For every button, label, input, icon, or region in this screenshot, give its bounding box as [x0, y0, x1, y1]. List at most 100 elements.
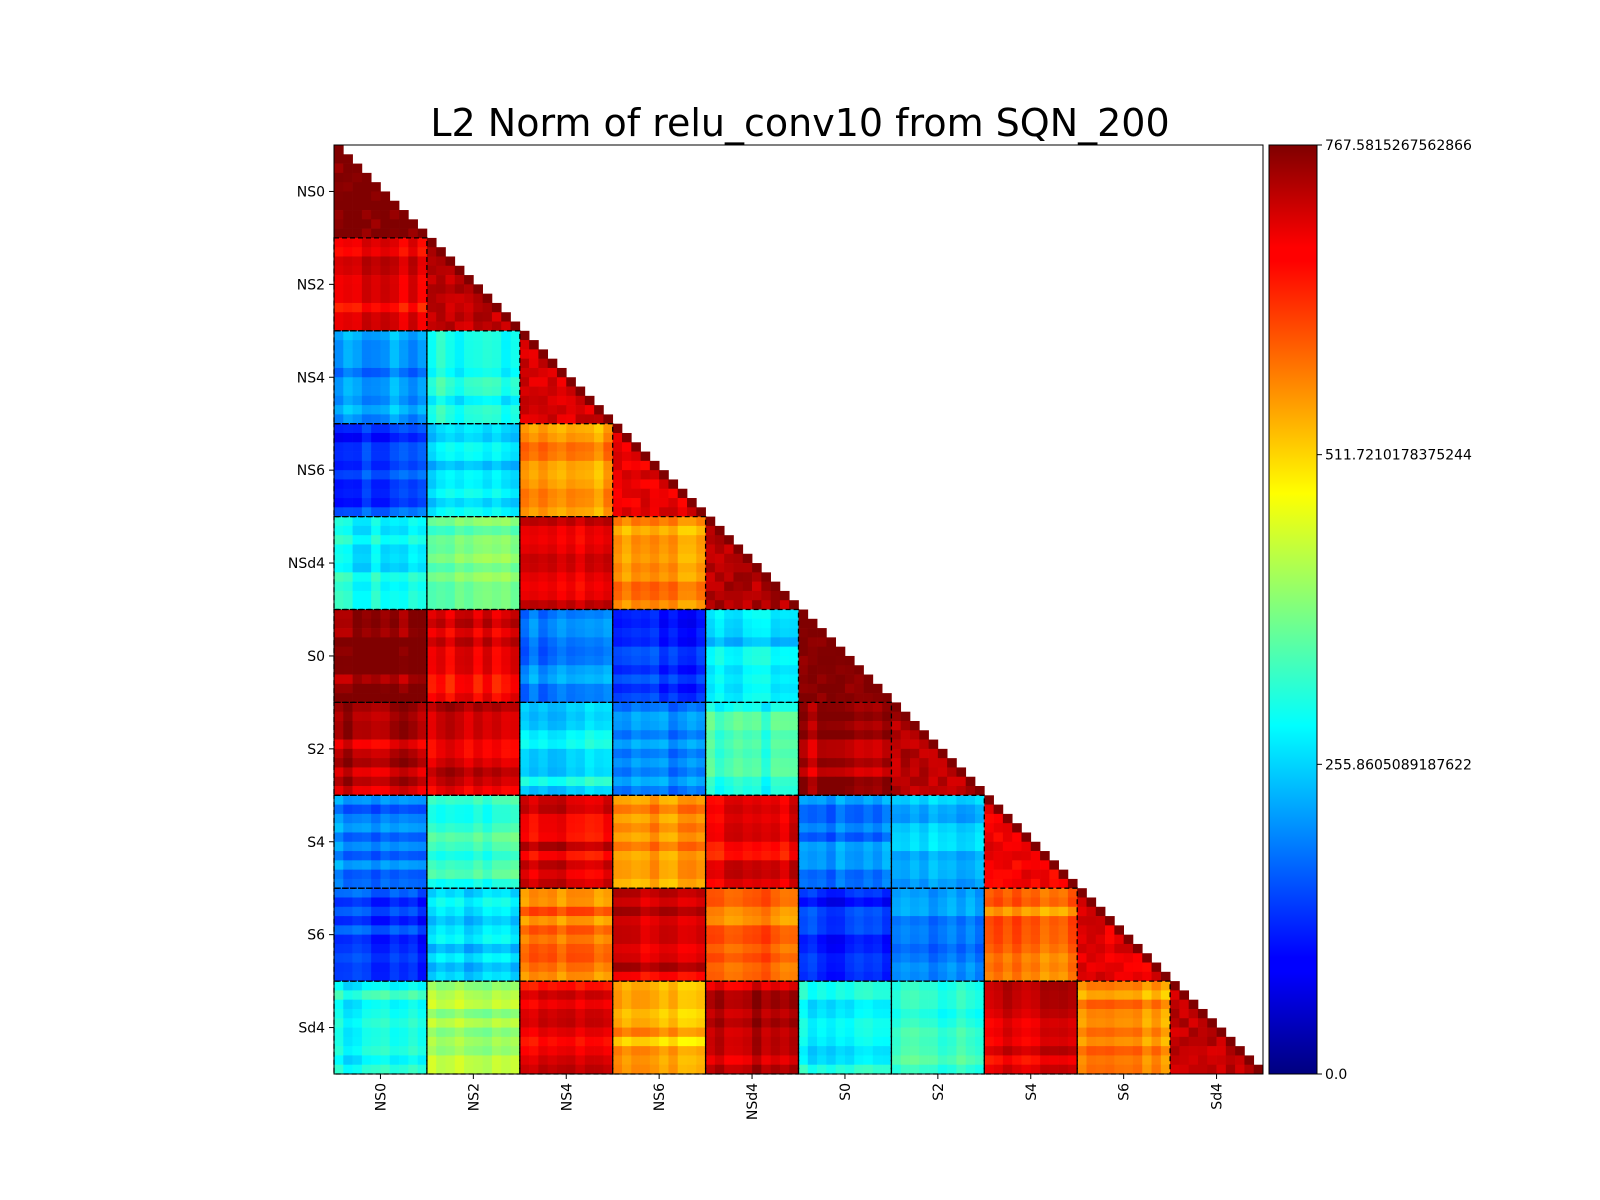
heatmap-cell: [1086, 897, 1097, 908]
heatmap-cell: [668, 851, 679, 861]
heatmap-cell: [547, 581, 558, 592]
heatmap-cell: [575, 665, 586, 675]
heatmap-cell: [529, 451, 539, 462]
heatmap-cell: [659, 470, 669, 480]
heatmap-cell: [1002, 971, 1013, 982]
heatmap-cell: [380, 869, 391, 880]
heatmap-cell: [529, 665, 539, 675]
heatmap-cell: [482, 878, 493, 889]
heatmap-cell: [687, 1046, 697, 1056]
heatmap-cell: [408, 674, 418, 685]
heatmap-cell: [733, 767, 744, 778]
heatmap-cell: [491, 1055, 502, 1066]
heatmap-cell: [937, 943, 948, 954]
heatmap-cell: [621, 646, 632, 657]
heatmap-cell: [835, 730, 846, 740]
heatmap-cell: [575, 618, 586, 629]
heatmap-cell: [343, 516, 353, 527]
heatmap-cell: [1105, 1046, 1115, 1056]
heatmap-cell: [993, 897, 1004, 908]
heatmap-cell: [408, 256, 418, 267]
heatmap-cell: [844, 962, 855, 973]
heatmap-cell: [854, 730, 864, 740]
heatmap-cell: [937, 795, 948, 805]
heatmap-cell: [696, 860, 706, 870]
heatmap-cell: [677, 498, 688, 508]
heatmap-cell: [399, 823, 409, 833]
heatmap-cell: [464, 451, 474, 462]
heatmap-cell: [454, 488, 465, 499]
heatmap-cell: [1086, 971, 1097, 982]
heatmap-cell: [742, 553, 753, 564]
heatmap-cell: [882, 795, 892, 805]
heatmap-cell: [389, 460, 400, 471]
heatmap-cell: [844, 1046, 855, 1056]
heatmap-cell: [510, 841, 521, 852]
heatmap-cell: [1067, 934, 1078, 945]
heatmap-cell: [334, 711, 344, 722]
heatmap-cell: [501, 971, 511, 982]
heatmap-cell: [464, 590, 474, 601]
heatmap-cell: [482, 813, 493, 824]
heatmap-cell: [371, 943, 381, 954]
heatmap-cell: [538, 600, 549, 610]
heatmap-cell: [352, 293, 363, 304]
heatmap-cell: [640, 544, 651, 555]
heatmap-cell: [380, 1018, 391, 1028]
heatmap-cell: [566, 386, 576, 397]
heatmap-cell: [519, 405, 530, 415]
heatmap-cell: [844, 1008, 855, 1019]
heatmap-cell: [993, 934, 1004, 945]
heatmap-cell: [343, 535, 353, 545]
heatmap-cell: [779, 888, 790, 898]
heatmap-cell: [426, 414, 437, 425]
heatmap-cell: [891, 1036, 902, 1047]
heatmap-cell: [501, 340, 511, 350]
heatmap-cell: [1030, 934, 1041, 945]
heatmap-cell: [696, 916, 706, 926]
heatmap-cell: [371, 795, 381, 805]
heatmap-cell: [529, 1055, 539, 1066]
heatmap-cell: [334, 200, 344, 211]
heatmap-cell: [687, 925, 697, 935]
heatmap-cell: [436, 888, 446, 898]
heatmap-cell: [594, 451, 604, 462]
heatmap-cell: [956, 841, 967, 852]
heatmap-cell: [789, 693, 799, 703]
heatmap-cell: [473, 916, 483, 926]
heatmap-cell: [984, 925, 994, 935]
heatmap-cell: [891, 1027, 902, 1038]
heatmap-cell: [389, 507, 400, 517]
heatmap-cell: [742, 637, 753, 648]
heatmap-cell: [659, 832, 669, 843]
heatmap-cell: [724, 581, 734, 592]
heatmap-cell: [621, 1027, 632, 1038]
heatmap-cell: [835, 711, 846, 722]
heatmap-cell: [1049, 962, 1059, 973]
heatmap-cell: [863, 804, 874, 815]
heatmap-cell: [343, 897, 353, 908]
heatmap-cell: [705, 1027, 716, 1038]
heatmap-cell: [538, 358, 549, 369]
heatmap-cell: [863, 851, 874, 861]
heatmap-cell: [779, 916, 790, 926]
heatmap-cell: [408, 600, 418, 610]
heatmap-cell: [631, 479, 641, 490]
heatmap-cell: [919, 943, 929, 954]
heatmap-cell: [835, 888, 846, 898]
heatmap-cell: [454, 525, 465, 536]
heatmap-cell: [687, 776, 697, 787]
heatmap-cell: [584, 507, 595, 517]
heatmap-cell: [798, 897, 809, 908]
heatmap-cell: [426, 739, 437, 750]
heatmap-cell: [529, 414, 539, 425]
heatmap-cell: [928, 999, 939, 1010]
heatmap-cell: [538, 1027, 549, 1038]
heatmap-cell: [752, 609, 762, 620]
heatmap-cell: [835, 981, 846, 991]
heatmap-cell: [733, 1046, 744, 1056]
heatmap-cell: [621, 832, 632, 843]
heatmap-cell: [371, 999, 381, 1010]
heatmap-cell: [854, 869, 864, 880]
heatmap-cell: [612, 990, 623, 1001]
